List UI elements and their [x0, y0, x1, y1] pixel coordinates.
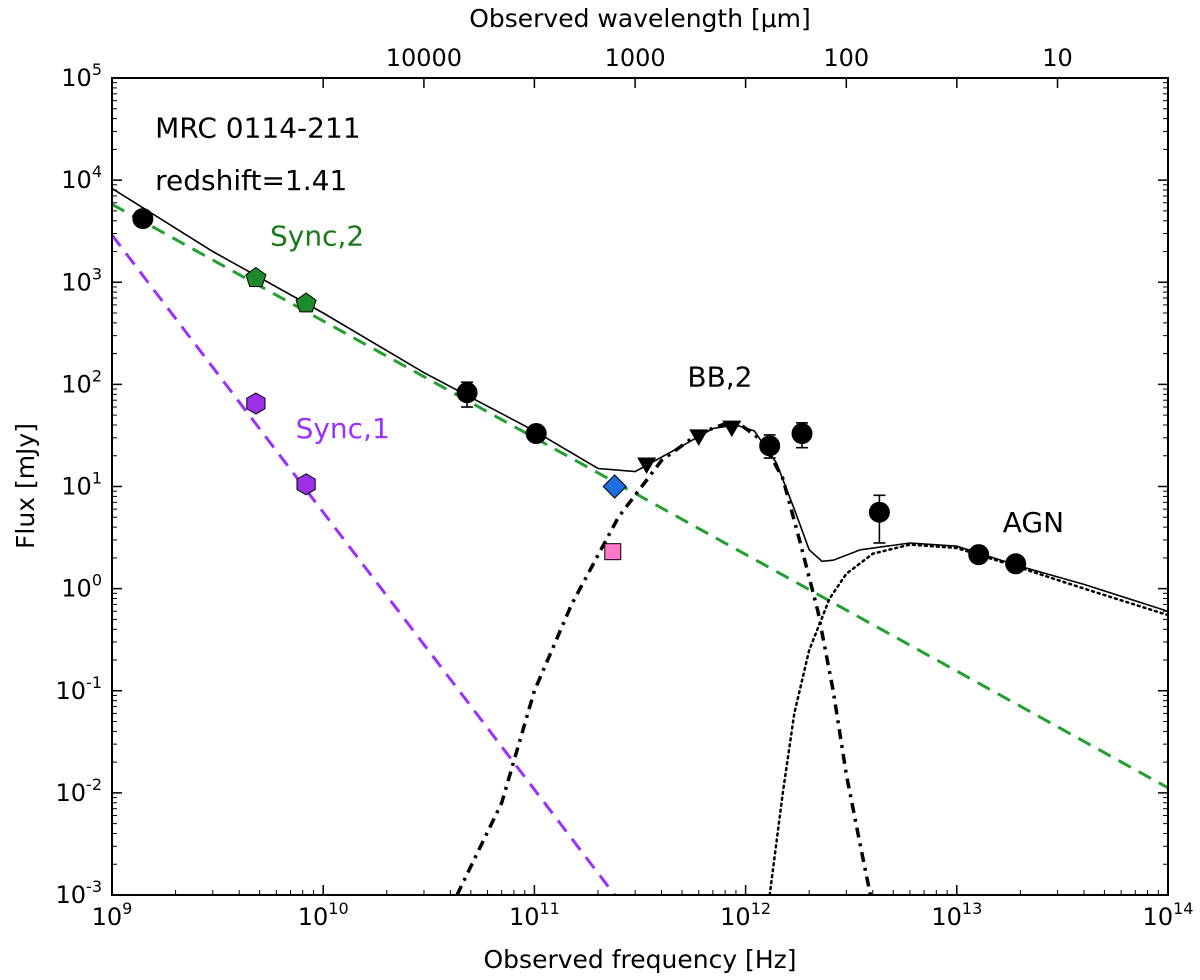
y-axis-label: Flux [mJy] — [11, 423, 40, 549]
marker-circle-4 — [791, 423, 813, 445]
marker-triangle-down-1 — [689, 429, 709, 446]
annotation-1: redshift=1.41 — [155, 164, 347, 197]
marker-square-0 — [604, 543, 622, 561]
marker-hexagon-0 — [246, 392, 266, 415]
x-axis-label: Observed frequency [Hz] — [484, 945, 797, 974]
top-tick-label: 1000 — [605, 44, 666, 72]
x-tick-label: 1013 — [931, 899, 982, 931]
marker-circle-1 — [456, 382, 478, 404]
x-tick-label: 109 — [92, 899, 133, 931]
marker-circle-6 — [968, 544, 990, 566]
y-tick-label: 104 — [61, 162, 102, 194]
plot-frame — [111, 77, 1169, 896]
y-tick-label: 100 — [61, 571, 102, 603]
marker-pentagon-0 — [245, 266, 267, 287]
axis-ticks — [111, 77, 1169, 896]
marker-pentagon-1 — [295, 292, 317, 313]
y-tick-label: 101 — [61, 469, 102, 501]
y-tick-label: 10-3 — [56, 877, 103, 909]
annotation-3: Sync,1 — [296, 412, 390, 445]
annotations: MRC 0114-211 redshift=1.41 Sync,2 Sync,1 BB,… — [155, 112, 1064, 539]
y-tick-label: 102 — [61, 366, 102, 398]
y-tick-label: 105 — [61, 60, 102, 92]
top-tick-label: 100 — [823, 44, 869, 72]
x-tick-label: 1014 — [1143, 899, 1194, 931]
annotation-5: AGN — [1003, 506, 1064, 539]
model-curve-dashed-1 — [112, 202, 1168, 790]
top-tick-label: 10 — [1042, 44, 1073, 72]
marker-hexagon-1 — [296, 473, 316, 496]
marker-circle-2 — [525, 423, 547, 445]
marker-diamond-0 — [602, 474, 627, 499]
y-tick-label: 10-1 — [56, 673, 103, 705]
model-curve-dashed-2 — [112, 234, 616, 895]
top-axis-label: Observed wavelength [μm] — [469, 4, 811, 33]
model-curve-dotted-4 — [768, 543, 1168, 895]
marker-circle-0 — [132, 208, 154, 230]
top-tick-label: 10000 — [386, 44, 462, 72]
marker-circle-7 — [1005, 553, 1027, 575]
x-tick-label: 1010 — [298, 899, 349, 931]
y-tick-label: 103 — [61, 264, 102, 296]
marker-circle-3 — [759, 435, 781, 457]
marker-triangle-down-2 — [722, 420, 742, 438]
marker-triangle-down-0 — [637, 457, 657, 475]
y-tick-label: 10-2 — [56, 775, 103, 807]
tick-labels: 109 1010 1011 1012 1013 1014 10-3 10-2 10-1 100 10… — [56, 44, 1194, 931]
annotation-4: BB,2 — [687, 361, 752, 394]
annotation-2: Sync,2 — [270, 219, 364, 252]
model-curves — [112, 187, 1168, 895]
model-curve-dashdot-3 — [455, 422, 873, 895]
x-tick-label: 1012 — [720, 899, 771, 931]
data-markers — [132, 208, 1027, 575]
annotation-0: MRC 0114-211 — [155, 112, 360, 145]
x-tick-label: 1011 — [509, 899, 560, 931]
marker-circle-5 — [868, 501, 890, 523]
